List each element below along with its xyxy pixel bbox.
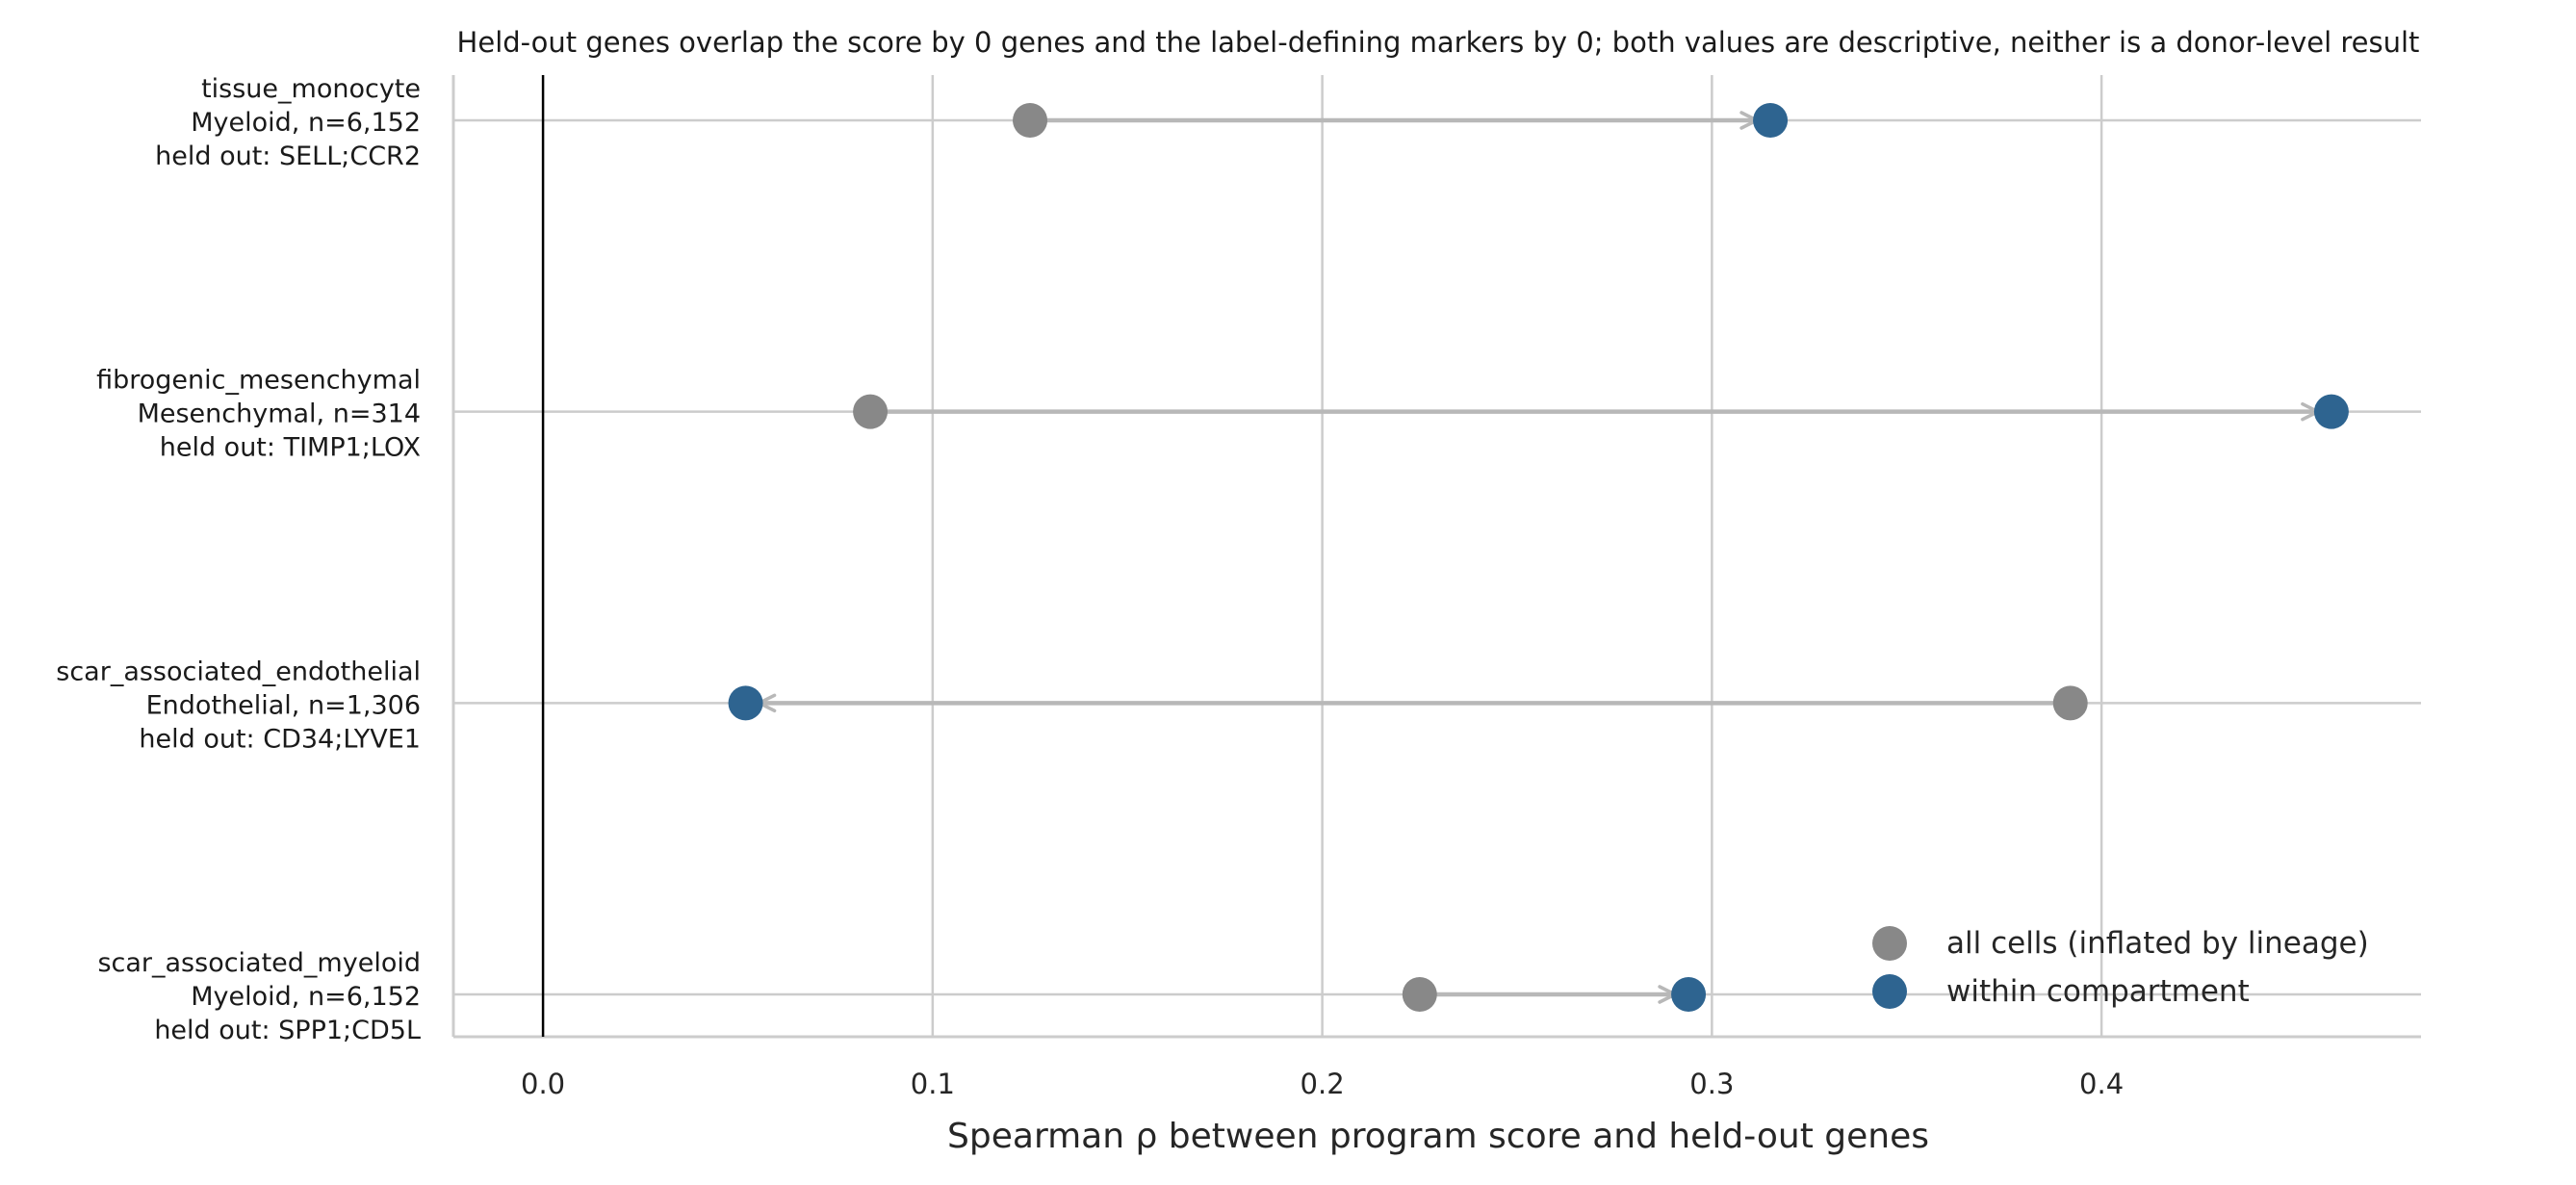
point-within-compartment [1753, 103, 1789, 138]
row-sublabel: Myeloid, n=6,152 [191, 982, 421, 1012]
legend-label-within: within compartment [1946, 974, 2250, 1009]
row-sublabel: Mesenchymal, n=314 [138, 399, 421, 429]
row-label: scar_associated_myeloid [97, 948, 421, 978]
x-tick-label: 0.3 [1689, 1068, 1734, 1100]
data-rows: tissue_monocyte Myeloid, n=6,152 held out:… [56, 74, 2349, 1045]
point-within-compartment [728, 685, 763, 721]
point-all-cells [853, 394, 889, 429]
legend-marker-within [1872, 974, 1907, 1009]
point-within-compartment [1671, 977, 1707, 1012]
row-heldout-label: held out: SPP1;CD5L [154, 1016, 421, 1045]
axes [451, 75, 2421, 1039]
x-tick-label: 0.2 [1301, 1068, 1345, 1100]
x-tick-labels: 0.0 0.1 0.2 0.3 0.4 [521, 1068, 2124, 1100]
row-heldout-label: held out: TIMP1;LOX [160, 433, 421, 463]
legend: all cells (inflated by lineage) within c… [1872, 926, 2369, 1009]
x-tick-label: 0.4 [2079, 1068, 2124, 1100]
row-sublabel: Endothelial, n=1,306 [146, 690, 421, 720]
point-all-cells [1013, 103, 1048, 138]
legend-label-all-cells: all cells (inflated by lineage) [1946, 926, 2369, 961]
grid [453, 75, 2421, 1037]
chart-title: Held-out genes overlap the score by 0 ge… [457, 26, 2420, 59]
row-heldout-label: held out: SELL;CCR2 [155, 142, 421, 171]
row-sublabel: Myeloid, n=6,152 [191, 108, 421, 138]
legend-marker-all-cells [1872, 926, 1907, 961]
point-within-compartment [2313, 394, 2349, 429]
x-tick-label: 0.1 [911, 1068, 955, 1100]
x-tick-label: 0.0 [521, 1068, 565, 1100]
row-heldout-label: held out: CD34;LYVE1 [139, 724, 421, 754]
row-label: fibrogenic_mesenchymal [96, 366, 421, 396]
row-label: scar_associated_endothelial [56, 657, 421, 686]
point-all-cells [2052, 685, 2088, 721]
point-all-cells [1402, 977, 1437, 1012]
row-label: tissue_monocyte [201, 74, 421, 104]
x-axis-label: Spearman ρ between program score and hel… [947, 1117, 1929, 1156]
